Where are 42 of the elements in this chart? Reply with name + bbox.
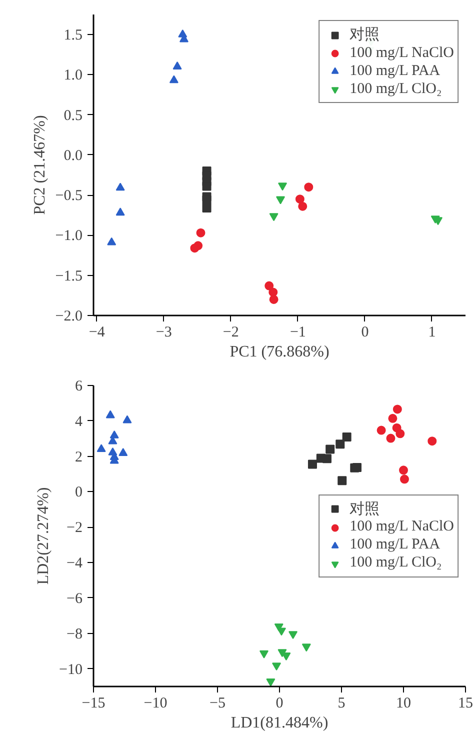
- x-tick-label: 0: [361, 324, 369, 340]
- x-tick-label: 15: [458, 696, 473, 712]
- y-tick-label: 2: [75, 449, 82, 466]
- x-tick-label: −10: [144, 696, 168, 712]
- y-tick-label: 1.0: [64, 68, 82, 84]
- y-tick-label: −1.0: [55, 228, 83, 244]
- y-tick-label: −1.5: [55, 268, 83, 284]
- y-tick-label: 0.5: [64, 108, 82, 124]
- legend-label: 100 mg/L ClO₂: [350, 80, 442, 98]
- y-tick-label: −6: [66, 590, 83, 607]
- y-tick-label: −4: [66, 556, 83, 572]
- legend-label: 100 mg/L ClO₂: [350, 554, 442, 572]
- y-tick-label: −0.5: [55, 188, 83, 204]
- legend-label: 100 mg/L PAA: [350, 536, 440, 554]
- x-tick-label: 10: [396, 696, 411, 712]
- y-axis-title: LD2(27.274%): [35, 487, 52, 585]
- x-tick-label: 5: [338, 696, 346, 712]
- y-tick-label: −2: [66, 520, 83, 536]
- y-tick-label: 0.0: [64, 148, 82, 164]
- x-tick-label: −15: [82, 696, 106, 712]
- y-tick-label: 6: [75, 378, 83, 394]
- y-tick-label: 0: [75, 484, 82, 501]
- x-tick-label: −1: [290, 324, 306, 340]
- x-tick-label: −5: [210, 696, 226, 712]
- x-tick-label: −4: [88, 324, 106, 340]
- y-tick-label: −2.0: [55, 308, 83, 324]
- y-axis-title: PC2 (21.467%): [31, 115, 48, 215]
- y-tick-label: −8: [66, 626, 83, 642]
- y-tick-label: 4: [75, 414, 83, 430]
- x-axis-title: PC1 (76.868%): [230, 344, 330, 360]
- x-tick-label: 0: [276, 696, 284, 712]
- legend-label: 对照: [350, 26, 380, 44]
- legend-label: 100 mg/L NaClO: [350, 44, 454, 62]
- x-tick-label: −2: [222, 324, 239, 340]
- x-tick-label: 1: [428, 324, 436, 340]
- legend-label: 对照: [350, 500, 380, 518]
- x-axis-title: LD1(81.484%): [230, 714, 328, 732]
- legend-label: 100 mg/L NaClO: [350, 518, 454, 536]
- x-tick-label: −3: [156, 324, 172, 340]
- y-tick-label: 1.5: [64, 28, 82, 44]
- legend-label: 100 mg/L PAA: [350, 62, 440, 80]
- y-tick-label: −10: [59, 662, 83, 678]
